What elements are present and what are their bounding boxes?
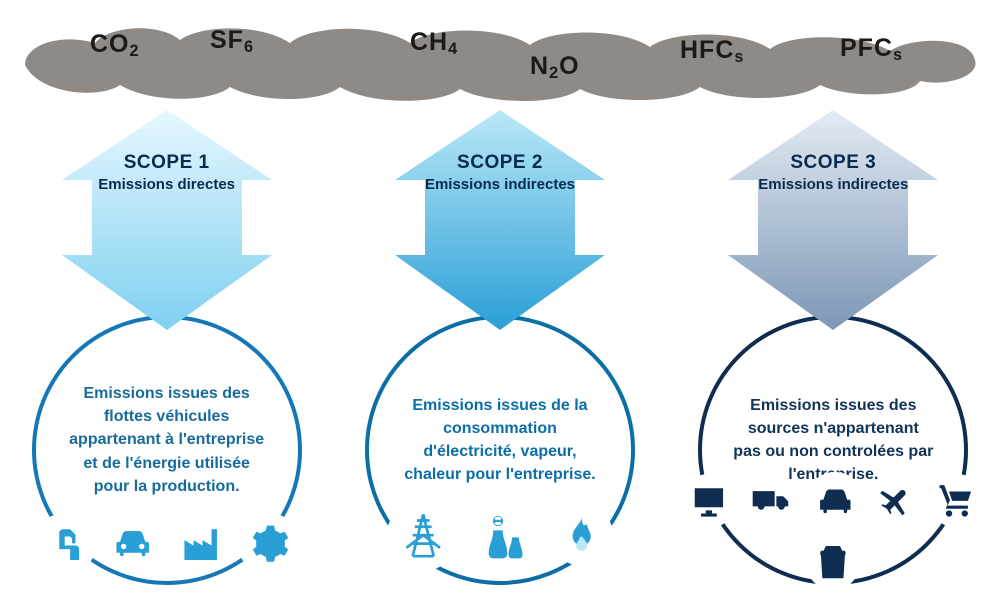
cart-icon — [930, 474, 984, 528]
scope-3: SCOPE 3 Emissions indirectes Emissions i… — [683, 110, 983, 600]
scope-3-arrow: SCOPE 3 Emissions indirectes — [728, 110, 938, 330]
scope-2: SCOPE 2 Emissions indirectes Emissions i… — [350, 110, 650, 600]
scope-3-subtitle: Emissions indirectes — [728, 176, 938, 193]
pylon-icon — [387, 499, 459, 571]
gas-co2: CO2 — [90, 30, 140, 61]
fuel-nozzle-icon — [34, 513, 96, 575]
truck-icon — [742, 472, 800, 530]
gears-icon — [238, 513, 300, 575]
nuclear-icon — [465, 495, 545, 575]
gas-ch4: CH4 — [410, 28, 458, 59]
gas-n2o: N2O — [530, 52, 580, 83]
scope-3-title: SCOPE 3 — [728, 152, 938, 174]
monitor-icon — [682, 474, 736, 528]
bin-icon — [806, 536, 860, 590]
scope-1-title: SCOPE 1 — [62, 152, 272, 174]
gas-sf6: SF6 — [210, 26, 254, 57]
scope-3-icons — [673, 472, 993, 590]
scope-1-body: Emissions issues des flottes véhicules a… — [66, 382, 268, 498]
scope-2-subtitle: Emissions indirectes — [395, 176, 605, 193]
scopes-container: SCOPE 1 Emissions directes Emissions iss… — [0, 110, 1000, 600]
scope-2-title: SCOPE 2 — [395, 152, 605, 174]
plane-icon — [870, 474, 924, 528]
car2-icon — [806, 472, 864, 530]
gas-hfcs: HFCs — [680, 36, 744, 67]
scope-1-arrow: SCOPE 1 Emissions directes — [62, 110, 272, 330]
scope-1-subtitle: Emissions directes — [62, 176, 272, 193]
factory-icon — [170, 513, 232, 575]
scope-1-icons — [34, 513, 300, 575]
scope-1: SCOPE 1 Emissions directes Emissions iss… — [17, 110, 317, 600]
scope-2-arrow: SCOPE 2 Emissions indirectes — [395, 110, 605, 330]
scope-2-body: Emissions issues de la consommation d'él… — [399, 394, 601, 487]
gas-labels: CO2 SF6 CH4 N2O HFCs PFCs — [0, 30, 1000, 90]
scope-2-icons — [387, 495, 613, 575]
gas-pfcs: PFCs — [840, 34, 903, 65]
flame-icon — [551, 504, 613, 566]
car-icon — [102, 513, 164, 575]
